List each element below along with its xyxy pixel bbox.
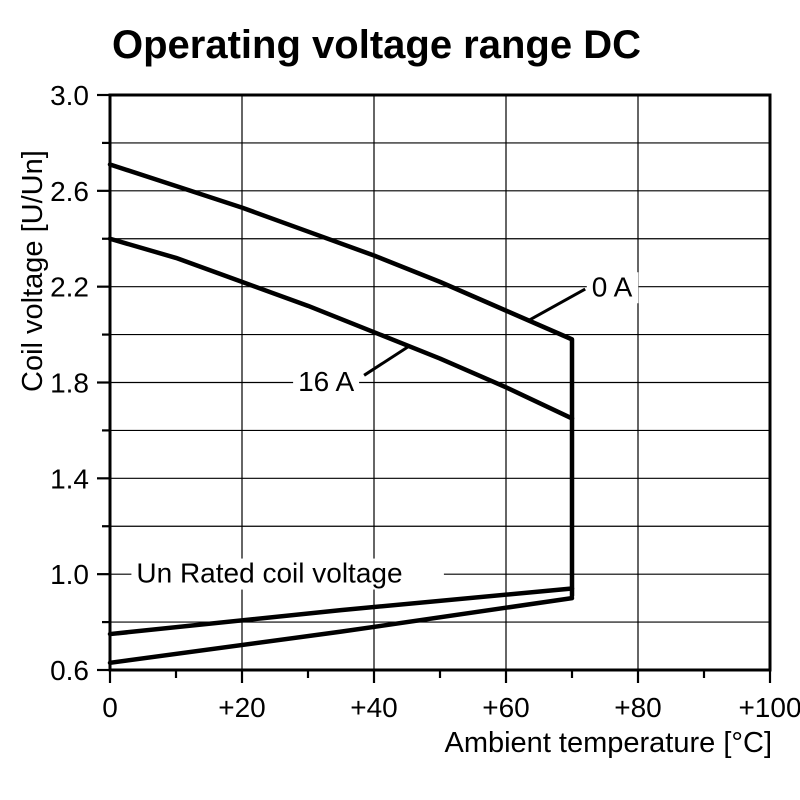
series-line-lower-limit-upper-line	[107, 586, 575, 637]
y-axis-label: Coil voltage [U/Un]	[17, 150, 49, 392]
annotation-leader	[363, 344, 412, 377]
annotation-backing	[293, 366, 360, 398]
annotation-leader	[528, 287, 586, 322]
plot-area: 3.0 2.6 2.2 1.8 1.4 1.0 0.6 0 +20 +40 +60 +80 +100 0 …	[50, 80, 800, 723]
x-tick-label: +60	[482, 692, 530, 723]
y-tick-label: 2.6	[50, 176, 89, 207]
y-tick-label: 2.2	[50, 272, 89, 303]
series-line-lower-limit-lower-line	[107, 595, 575, 666]
annotation-backing	[586, 272, 639, 304]
annotation-text: 16 A	[298, 366, 354, 397]
x-tick-label: +80	[614, 692, 662, 723]
annotation-text: Un Rated coil voltage	[136, 558, 402, 589]
y-tick-label: 0.6	[50, 655, 89, 686]
x-axis-label: Ambient temperature [°C]	[444, 727, 772, 759]
series-line-16-a	[107, 236, 575, 421]
series-line-0-a	[107, 162, 575, 598]
x-tick-label: +100	[738, 692, 800, 723]
y-tick-label: 1.4	[50, 463, 89, 494]
y-tick-label: 3.0	[50, 80, 89, 111]
y-tick-label: 1.8	[50, 368, 89, 399]
x-tick-label: 0	[102, 692, 118, 723]
chart-title: Operating voltage range DC	[112, 23, 641, 67]
y-tick-label: 1.0	[50, 559, 89, 590]
annotation-text: 0 A	[592, 271, 633, 302]
annotation-backing	[131, 558, 444, 590]
x-tick-label: +40	[350, 692, 398, 723]
x-tick-label: +20	[218, 692, 266, 723]
